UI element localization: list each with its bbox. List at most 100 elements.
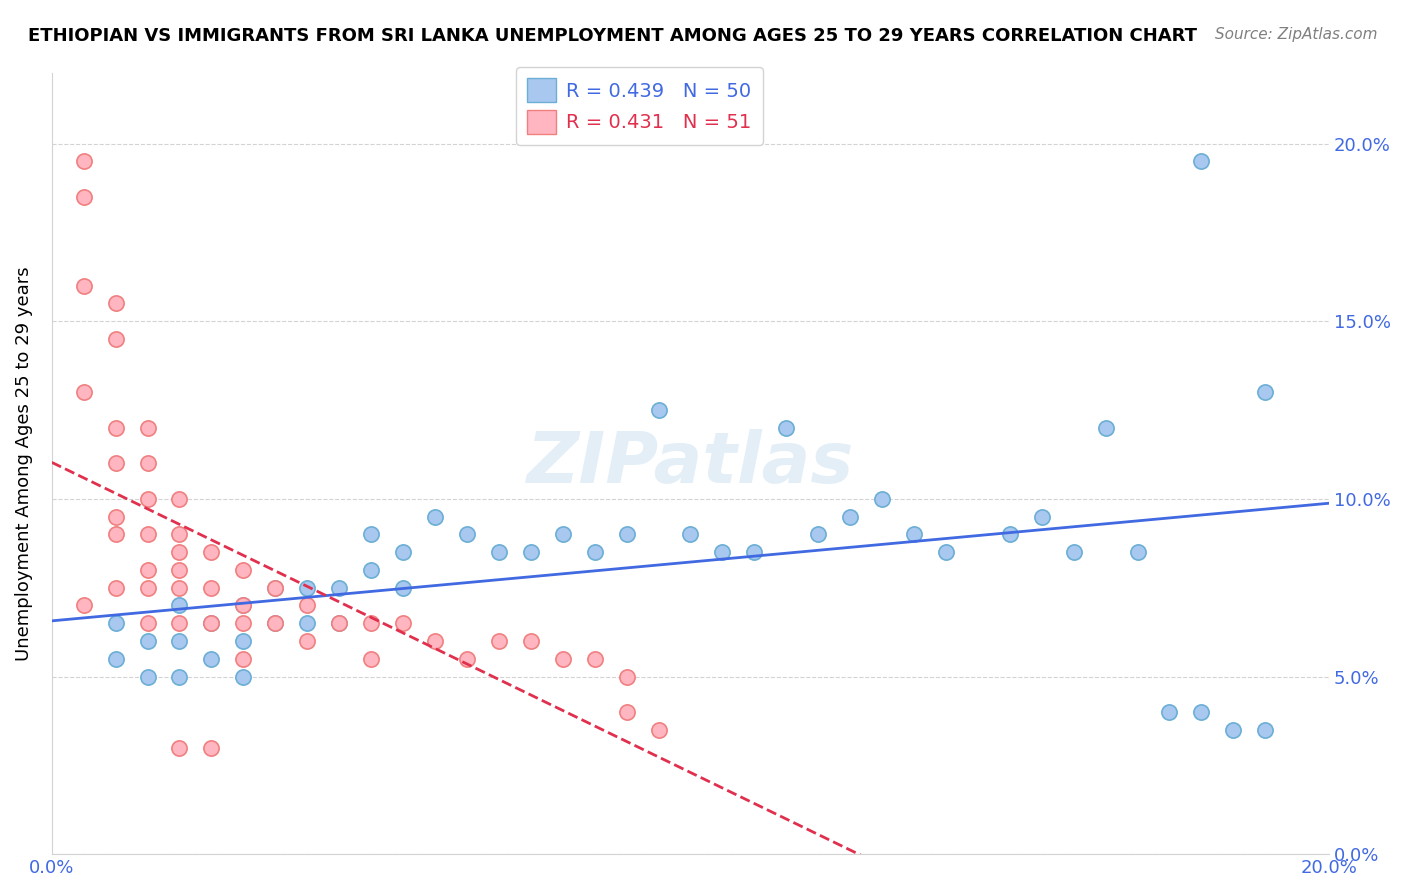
Text: ETHIOPIAN VS IMMIGRANTS FROM SRI LANKA UNEMPLOYMENT AMONG AGES 25 TO 29 YEARS CO: ETHIOPIAN VS IMMIGRANTS FROM SRI LANKA U… [28,27,1197,45]
Immigrants from Sri Lanka [136,491,159,506]
Ethiopians [1189,154,1212,169]
Ethiopians [616,527,638,541]
Immigrants from Sri Lanka [136,527,159,541]
Immigrants from Sri Lanka [73,278,96,293]
Ethiopians [360,563,382,577]
Ethiopians [647,403,669,417]
Immigrants from Sri Lanka [583,651,606,665]
Immigrants from Sri Lanka [104,421,127,435]
Immigrants from Sri Lanka [520,634,543,648]
Ethiopians [232,634,254,648]
Immigrants from Sri Lanka [488,634,510,648]
Immigrants from Sri Lanka [392,616,415,631]
Immigrants from Sri Lanka [551,651,574,665]
Ethiopians [264,581,287,595]
Legend: R = 0.439   N = 50, R = 0.431   N = 51: R = 0.439 N = 50, R = 0.431 N = 51 [516,67,763,145]
Ethiopians [1189,705,1212,719]
Ethiopians [169,669,191,683]
Ethiopians [488,545,510,559]
Immigrants from Sri Lanka [104,332,127,346]
Immigrants from Sri Lanka [200,545,222,559]
Immigrants from Sri Lanka [73,154,96,169]
Immigrants from Sri Lanka [232,651,254,665]
Ethiopians [1254,385,1277,400]
Immigrants from Sri Lanka [200,616,222,631]
Immigrants from Sri Lanka [169,545,191,559]
Immigrants from Sri Lanka [423,634,446,648]
Immigrants from Sri Lanka [73,599,96,613]
Immigrants from Sri Lanka [169,527,191,541]
Immigrants from Sri Lanka [73,190,96,204]
Ethiopians [297,581,319,595]
Immigrants from Sri Lanka [104,296,127,310]
Text: Source: ZipAtlas.com: Source: ZipAtlas.com [1215,27,1378,42]
Ethiopians [903,527,925,541]
Ethiopians [200,651,222,665]
Ethiopians [200,616,222,631]
Immigrants from Sri Lanka [200,581,222,595]
Ethiopians [711,545,734,559]
Ethiopians [551,527,574,541]
Immigrants from Sri Lanka [616,705,638,719]
Ethiopians [935,545,957,559]
Immigrants from Sri Lanka [136,616,159,631]
Ethiopians [136,634,159,648]
Ethiopians [328,581,350,595]
Ethiopians [423,509,446,524]
Ethiopians [1031,509,1053,524]
Immigrants from Sri Lanka [264,581,287,595]
Immigrants from Sri Lanka [328,616,350,631]
Text: ZIPatlas: ZIPatlas [527,429,853,498]
Ethiopians [328,616,350,631]
Immigrants from Sri Lanka [616,669,638,683]
Ethiopians [839,509,862,524]
Immigrants from Sri Lanka [169,491,191,506]
Immigrants from Sri Lanka [297,599,319,613]
Ethiopians [232,669,254,683]
Immigrants from Sri Lanka [104,581,127,595]
Immigrants from Sri Lanka [232,599,254,613]
Immigrants from Sri Lanka [169,616,191,631]
Ethiopians [392,545,415,559]
Ethiopians [583,545,606,559]
Immigrants from Sri Lanka [264,616,287,631]
Ethiopians [807,527,830,541]
Ethiopians [1254,723,1277,737]
Ethiopians [104,651,127,665]
Ethiopians [264,616,287,631]
Ethiopians [679,527,702,541]
Immigrants from Sri Lanka [104,527,127,541]
Immigrants from Sri Lanka [169,740,191,755]
Ethiopians [1126,545,1149,559]
Ethiopians [520,545,543,559]
Immigrants from Sri Lanka [104,456,127,470]
Y-axis label: Unemployment Among Ages 25 to 29 years: Unemployment Among Ages 25 to 29 years [15,266,32,661]
Ethiopians [104,616,127,631]
Ethiopians [775,421,797,435]
Ethiopians [360,527,382,541]
Immigrants from Sri Lanka [104,509,127,524]
Ethiopians [232,599,254,613]
Ethiopians [870,491,893,506]
Ethiopians [1222,723,1244,737]
Immigrants from Sri Lanka [136,563,159,577]
Ethiopians [742,545,765,559]
Ethiopians [1094,421,1116,435]
Ethiopians [998,527,1021,541]
Immigrants from Sri Lanka [647,723,669,737]
Immigrants from Sri Lanka [297,634,319,648]
Ethiopians [136,669,159,683]
Ethiopians [297,616,319,631]
Ethiopians [169,599,191,613]
Ethiopians [1159,705,1181,719]
Ethiopians [169,634,191,648]
Ethiopians [392,581,415,595]
Immigrants from Sri Lanka [169,581,191,595]
Immigrants from Sri Lanka [360,651,382,665]
Immigrants from Sri Lanka [456,651,478,665]
Immigrants from Sri Lanka [136,581,159,595]
Ethiopians [1063,545,1085,559]
Immigrants from Sri Lanka [200,740,222,755]
Immigrants from Sri Lanka [73,385,96,400]
Immigrants from Sri Lanka [169,563,191,577]
